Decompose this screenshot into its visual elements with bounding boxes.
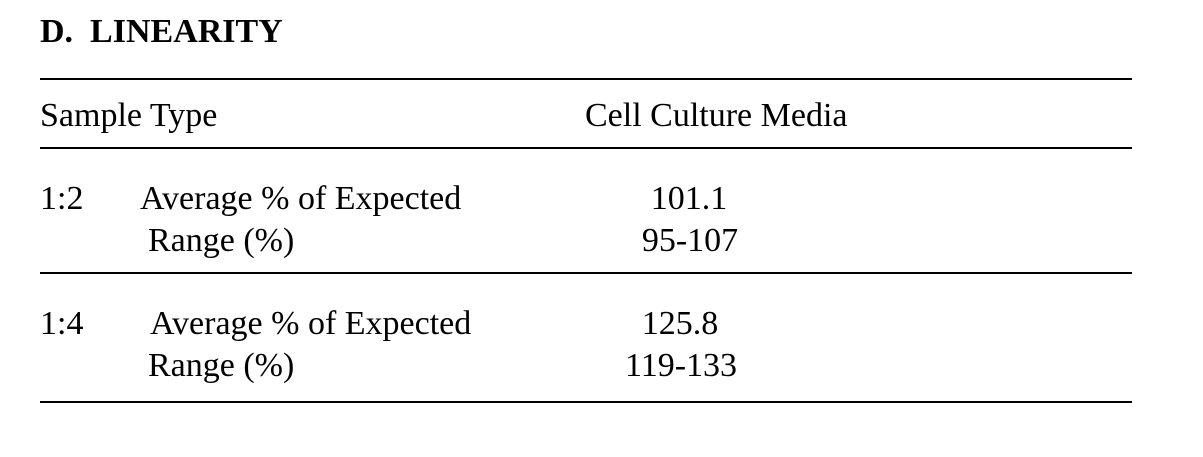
table-rule [40, 272, 1132, 274]
metric-label: Range (%) [148, 222, 295, 259]
metric-value: 101.1 [650, 180, 728, 217]
column-header: Sample Type [40, 97, 218, 134]
table-rule [40, 147, 1132, 149]
metric-value: 125.8 [641, 305, 719, 342]
metric-value: 119-133 [624, 347, 738, 384]
column-header: Cell Culture Media [585, 97, 848, 134]
table-rule [40, 401, 1132, 403]
dilution-label: 1:2 [40, 180, 84, 217]
dilution-label: 1:4 [40, 305, 84, 342]
metric-label: Average % of Expected [140, 180, 462, 217]
section-title: D. LINEARITY [40, 13, 283, 50]
metric-label: Average % of Expected [150, 305, 472, 342]
metric-value: 95-107 [641, 222, 739, 259]
table-rule [40, 78, 1132, 80]
metric-label: Range (%) [148, 347, 295, 384]
